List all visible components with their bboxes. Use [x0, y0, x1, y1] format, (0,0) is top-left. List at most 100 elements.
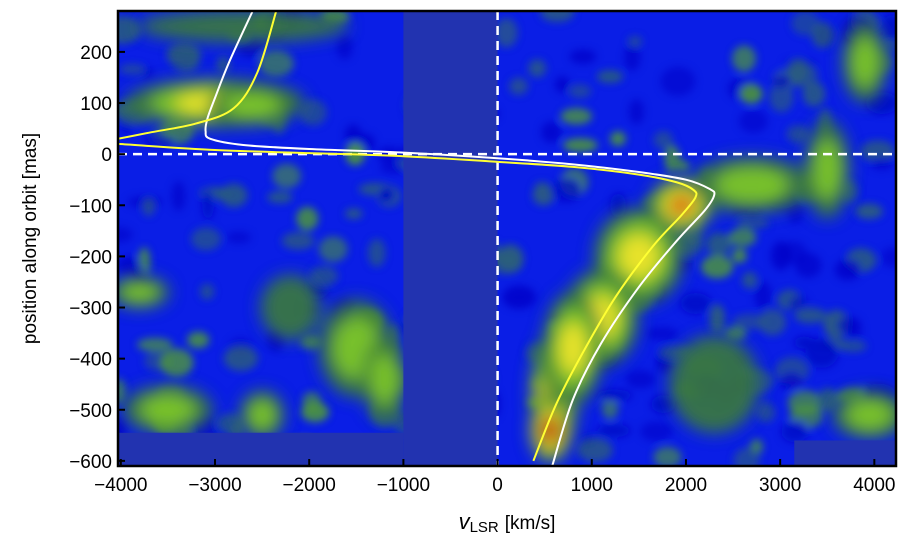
emission-feature: [559, 322, 587, 374]
heatmap-speckle: [562, 138, 598, 153]
heatmap-speckle: [706, 232, 732, 257]
y-axis: 200 100 0 −100 −200 −300 −400 −500 −600: [69, 43, 125, 473]
heatmap-speckle: [142, 135, 176, 148]
heatmap-speckle: [502, 285, 537, 309]
x-tick-label: −1000: [377, 475, 430, 496]
heatmap-speckle: [709, 304, 726, 333]
heatmap-speckle: [560, 107, 593, 125]
heatmap-speckle: [640, 421, 673, 442]
masked-region: [403, 11, 498, 466]
heatmap-speckle: [223, 345, 258, 371]
heatmap-speckle: [757, 402, 776, 423]
orbit-curve-white: [204, 11, 716, 466]
heatmap-speckle: [159, 348, 194, 377]
heatmap-speckle: [318, 236, 348, 263]
heatmap-speckle: [540, 11, 575, 23]
x-tick-label: 2000: [665, 475, 707, 496]
heatmap-speckle: [569, 49, 597, 64]
heatmap-speckle: [272, 163, 302, 189]
heatmap-speckle: [226, 231, 252, 244]
y-tick-label: 0: [101, 145, 112, 166]
emission-feature: [846, 399, 893, 430]
y-tick-label: −200: [69, 247, 112, 268]
emission-feature: [669, 335, 760, 434]
orbit-curve-yellow: [118, 142, 698, 462]
heatmap-speckle: [732, 45, 757, 72]
heatmap-speckle: [882, 14, 896, 42]
heatmap-speckle: [754, 281, 772, 310]
heatmap-speckle: [118, 16, 141, 44]
emission-feature: [714, 167, 789, 203]
emission-feature: [224, 92, 281, 119]
heatmap-speckle: [805, 338, 839, 368]
heatmap-speckle: [166, 43, 201, 67]
x-axis-label-units: [km/s]: [505, 513, 556, 534]
reference-lines: [118, 11, 896, 466]
y-tick-label: −600: [69, 452, 112, 473]
heatmap-speckle: [171, 181, 186, 212]
y-tick-label: 100: [80, 94, 112, 115]
emission-feature: [121, 282, 159, 303]
heatmap-speckle: [794, 307, 827, 324]
heatmap-speckle: [736, 218, 769, 229]
heatmap-speckle: [739, 83, 763, 104]
masked-regions: [118, 11, 896, 466]
heatmap-speckle: [725, 326, 747, 341]
heatmap-speckle: [137, 337, 173, 352]
heatmap-speckle: [309, 265, 339, 287]
x-tick-label: −4000: [94, 475, 147, 496]
emission-feature: [618, 234, 659, 279]
y-tick-label: −100: [69, 196, 112, 217]
heatmap-speckle: [680, 292, 712, 315]
orbit-curves: [118, 11, 716, 466]
heatmap-speckle: [299, 99, 327, 126]
plot-frame: [116, 9, 898, 468]
y-axis-label: position along orbit [mas]: [20, 133, 41, 344]
emission-feature: [137, 11, 349, 43]
heatmap-speckle: [742, 271, 758, 289]
heatmap-speckle: [550, 177, 582, 203]
heatmap-speckle: [601, 396, 619, 420]
heatmap-speckle: [653, 131, 674, 149]
heatmap-speckle: [119, 64, 146, 75]
heatmap-speckle: [597, 389, 633, 402]
heatmap-speckle: [786, 200, 804, 224]
heatmap-speckle: [336, 34, 353, 60]
emission-feature: [260, 274, 321, 341]
masked-region: [794, 440, 896, 466]
heatmap-speckle: [509, 77, 528, 95]
heatmap-speckle: [610, 131, 626, 147]
heatmap-speckle: [577, 438, 613, 463]
heatmap-speckle: [786, 125, 809, 144]
heatmap-speckle: [785, 63, 818, 88]
heatmap-speckle: [837, 316, 859, 336]
heatmap-speckle: [495, 17, 518, 48]
heatmap-features: [118, 11, 896, 463]
heatmap-speckle: [118, 378, 126, 404]
x-axis-label-subscript: LSR: [470, 519, 499, 536]
heatmap-speckle: [596, 423, 631, 438]
x-tick-label: 4000: [853, 475, 895, 496]
x-tick-label: 3000: [759, 475, 801, 496]
heatmap-speckle: [187, 331, 210, 349]
heatmap-speckle: [646, 326, 678, 341]
heatmap-speckle: [625, 370, 656, 389]
heatmap-speckle: [769, 82, 794, 113]
heatmap-speckle: [532, 184, 555, 206]
heatmap-speckle: [596, 70, 624, 84]
heatmap-speckle: [378, 187, 395, 203]
heatmap-speckle: [791, 11, 820, 36]
x-tick-label: 1000: [571, 475, 613, 496]
masked-region: [118, 432, 404, 466]
emission-feature: [813, 139, 842, 200]
heatmap-speckle: [860, 140, 895, 162]
heatmap-speckle: [758, 309, 787, 336]
heatmap-speckle: [677, 160, 690, 172]
heatmap-speckle: [700, 255, 734, 279]
heatmap-speckle: [817, 388, 838, 412]
x-axis: −4000 −3000 −2000 −1000 0 1000 2000 3000 4000: [94, 459, 895, 496]
x-tick-label: −2000: [283, 475, 336, 496]
heatmap-speckle: [650, 395, 676, 414]
heatmap-speckle: [191, 227, 221, 251]
